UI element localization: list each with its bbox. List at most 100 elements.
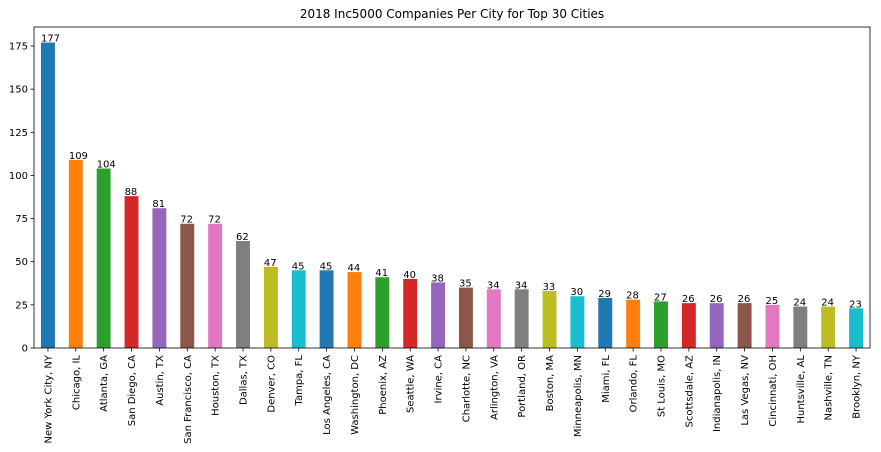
x-axis: New York City, NY Chicago, IL Atlanta, GA S… bbox=[43, 348, 863, 444]
bar bbox=[208, 223, 223, 348]
bar-value-label: 35 bbox=[459, 279, 472, 290]
bar bbox=[319, 270, 334, 348]
x-tick-label: Denver, CO bbox=[266, 355, 277, 413]
x-tick-label: Los Angeles, CA bbox=[322, 355, 333, 435]
bar-value-label: 109 bbox=[69, 151, 88, 162]
bar bbox=[431, 282, 446, 348]
bar bbox=[765, 304, 780, 348]
bar-value-label: 72 bbox=[208, 215, 221, 226]
bar-value-label: 33 bbox=[543, 282, 556, 293]
bar-value-label: 45 bbox=[292, 261, 305, 272]
bar bbox=[793, 306, 808, 348]
bar bbox=[375, 277, 390, 348]
bar-value-label: 27 bbox=[654, 292, 667, 303]
y-tick-label: 125 bbox=[9, 128, 28, 139]
x-tick-label: Washington, DC bbox=[350, 355, 361, 435]
bar bbox=[821, 306, 836, 348]
bar bbox=[40, 42, 55, 348]
x-tick-label: Las Vegas, NV bbox=[740, 355, 751, 426]
y-tick-label: 50 bbox=[15, 257, 28, 268]
bar bbox=[458, 287, 473, 348]
bar-value-label: 104 bbox=[97, 160, 116, 171]
x-tick-label: Seattle, WA bbox=[406, 355, 417, 413]
bar-value-label: 29 bbox=[598, 289, 611, 300]
x-tick-label: Orlando, FL bbox=[629, 355, 640, 413]
bar-value-label: 88 bbox=[125, 187, 138, 198]
bar-value-label: 45 bbox=[320, 261, 333, 272]
bar bbox=[291, 270, 306, 348]
bar-value-label: 25 bbox=[766, 296, 779, 307]
bar bbox=[514, 289, 529, 348]
bar-value-label: 72 bbox=[180, 215, 193, 226]
x-tick-label: Brooklyn, NY bbox=[852, 354, 863, 419]
x-tick-label: Chicago, IL bbox=[71, 355, 82, 410]
bar bbox=[180, 223, 195, 348]
y-tick-label: 25 bbox=[15, 300, 28, 311]
x-tick-label: Scottsdale, AZ bbox=[684, 355, 695, 428]
bar bbox=[681, 303, 696, 348]
bar-value-label: 24 bbox=[793, 298, 806, 309]
x-tick-label: Charlotte, NC bbox=[461, 355, 472, 422]
bar bbox=[570, 296, 585, 348]
bar bbox=[598, 297, 613, 348]
bar-value-label: 30 bbox=[570, 287, 583, 298]
x-tick-label: San Diego, CA bbox=[127, 355, 138, 426]
y-tick-label: 150 bbox=[9, 85, 28, 96]
x-tick-label: St Louis, MO bbox=[657, 355, 668, 417]
x-tick-label: Huntsville, AL bbox=[796, 355, 807, 424]
bar-value-label: 62 bbox=[236, 232, 249, 243]
bar-value-label: 177 bbox=[41, 34, 60, 45]
bar-value-label: 24 bbox=[821, 298, 834, 309]
y-tick-label: 75 bbox=[15, 214, 28, 225]
x-tick-label: San Francisco, CA bbox=[183, 355, 194, 444]
bar-value-label: 26 bbox=[682, 294, 695, 305]
bar-value-label: 26 bbox=[710, 294, 723, 305]
bar bbox=[403, 278, 418, 348]
bar bbox=[152, 208, 167, 348]
bar bbox=[849, 308, 864, 348]
bar bbox=[626, 299, 641, 348]
bar-value-label: 81 bbox=[152, 199, 165, 210]
bar-value-label: 34 bbox=[487, 280, 500, 291]
bar bbox=[737, 303, 752, 348]
y-axis: 0 25 50 75 100 125 150 175 bbox=[9, 41, 34, 355]
x-tick-label: Irvine, CA bbox=[434, 355, 445, 404]
bar bbox=[347, 272, 362, 348]
bar-value-label: 28 bbox=[626, 291, 639, 302]
bar bbox=[542, 291, 557, 348]
x-tick-label: Houston, TX bbox=[211, 355, 222, 416]
plot-frame bbox=[33, 26, 871, 349]
bar bbox=[68, 159, 83, 348]
bars-layer bbox=[40, 42, 864, 348]
x-tick-label: Tampa, FL bbox=[294, 355, 305, 407]
x-tick-label: Phoenix, AZ bbox=[378, 355, 389, 415]
bar-value-label: 34 bbox=[515, 280, 528, 291]
bar-value-label: 47 bbox=[264, 258, 277, 269]
bar-value-label: 26 bbox=[738, 294, 751, 305]
x-tick-label: Nashville, TN bbox=[824, 355, 835, 421]
x-tick-label: Austin, TX bbox=[155, 355, 166, 406]
y-tick-label: 100 bbox=[9, 171, 28, 182]
x-tick-label: Cincinnati, OH bbox=[768, 355, 779, 427]
y-tick-label: 0 bbox=[22, 344, 28, 355]
x-tick-label: Minneapolis, MN bbox=[573, 355, 584, 437]
bar-value-label: 41 bbox=[375, 268, 388, 279]
bar bbox=[709, 303, 724, 348]
bar bbox=[486, 289, 501, 348]
bar bbox=[124, 196, 139, 348]
x-tick-label: Atlanta, GA bbox=[99, 355, 110, 412]
x-tick-label: Miami, FL bbox=[601, 355, 612, 403]
bar bbox=[654, 301, 668, 348]
x-tick-label: Arlington, VA bbox=[489, 355, 500, 420]
x-tick-label: Boston, MA bbox=[545, 355, 556, 412]
bar bbox=[263, 266, 278, 348]
x-tick-label: Indianapolis, IN bbox=[712, 355, 723, 432]
bar-value-label: 40 bbox=[403, 270, 416, 281]
bar-value-label: 38 bbox=[431, 273, 444, 284]
bar bbox=[96, 168, 111, 348]
chart-title: 2018 Inc5000 Companies Per City for Top … bbox=[300, 7, 604, 21]
x-tick-label: Dallas, TX bbox=[239, 355, 250, 405]
bar-value-labels: 177 109 104 88 81 72 72 62 47 45 45 44 41 40 38 35 34 34 3… bbox=[41, 34, 862, 311]
